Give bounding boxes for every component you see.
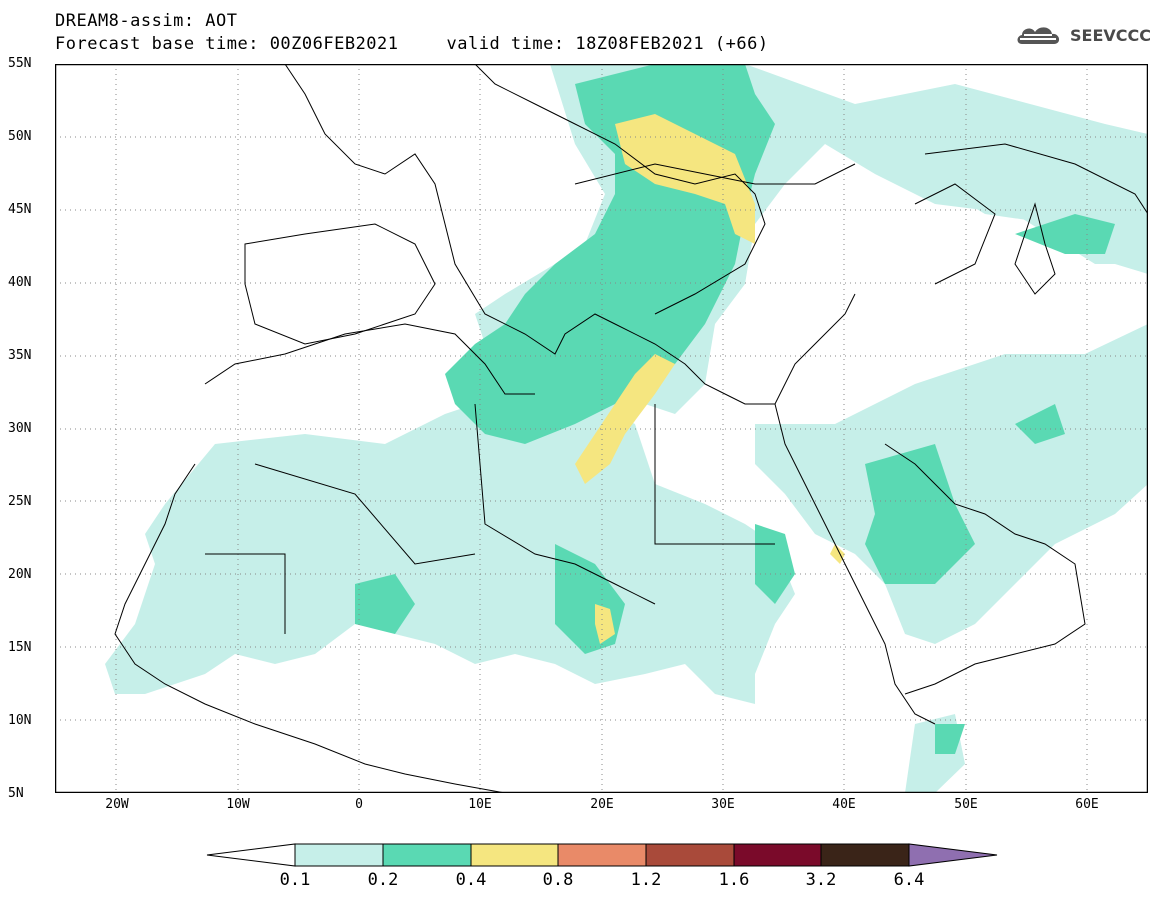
colorbar-right-arrow xyxy=(908,843,998,867)
forecast-times: Forecast base time: 00Z06FEB2021 valid ti… xyxy=(55,34,769,54)
colorbar-swatch xyxy=(820,843,910,867)
logo-text: SEEVCCC xyxy=(1070,25,1151,45)
seevccc-logo: SEEVCCC xyxy=(1014,22,1151,48)
lat-label: 55N xyxy=(8,56,32,71)
colorbar-label: 1.6 xyxy=(718,870,750,890)
map-frame xyxy=(55,64,1148,793)
lon-label: 20E xyxy=(590,797,614,812)
colorbar-swatch xyxy=(470,843,559,867)
colorbar-left-arrow xyxy=(206,843,296,867)
colorbar-label: 1.2 xyxy=(630,870,662,890)
lat-label: 30N xyxy=(8,421,32,436)
colorbar-swatch xyxy=(645,843,735,867)
lat-label: 10N xyxy=(8,713,32,728)
lat-label: 45N xyxy=(8,202,32,217)
lat-label: 5N xyxy=(8,786,24,801)
lat-label: 35N xyxy=(8,348,32,363)
valid-time: valid time: 18Z08FEB2021 (+66) xyxy=(446,34,769,54)
colorbar-swatch xyxy=(733,843,822,867)
colorbar-swatch xyxy=(382,843,472,867)
lat-label: 40N xyxy=(8,275,32,290)
colorbar xyxy=(206,843,998,867)
lat-label: 25N xyxy=(8,494,32,509)
lat-label: 15N xyxy=(8,640,32,655)
cloud-icon xyxy=(1017,27,1060,44)
lon-label: 30E xyxy=(711,797,735,812)
colorbar-swatch xyxy=(557,843,647,867)
graticule xyxy=(55,64,1148,793)
lon-label: 50E xyxy=(954,797,978,812)
lon-label: 10W xyxy=(226,797,250,812)
aot-map xyxy=(55,64,1148,793)
lon-label: 40E xyxy=(832,797,856,812)
lat-label: 20N xyxy=(8,567,32,582)
colorbar-label: 0.4 xyxy=(455,870,487,890)
colorbar-label: 0.8 xyxy=(542,870,574,890)
aot-field-high xyxy=(575,114,845,644)
colorbar-swatch xyxy=(294,843,384,867)
map-title: DREAM8-assim: AOT xyxy=(55,11,238,31)
coastlines xyxy=(114,64,1148,793)
lon-label: 10E xyxy=(468,797,492,812)
colorbar-label: 6.4 xyxy=(893,870,925,890)
colorbar-label: 0.1 xyxy=(279,870,311,890)
lon-label: 60E xyxy=(1075,797,1099,812)
lat-label: 50N xyxy=(8,129,32,144)
lon-label: 0 xyxy=(355,797,363,812)
base-time: Forecast base time: 00Z06FEB2021 xyxy=(55,34,399,54)
colorbar-label: 3.2 xyxy=(805,870,837,890)
lon-label: 20W xyxy=(105,797,129,812)
colorbar-label: 0.2 xyxy=(367,870,399,890)
